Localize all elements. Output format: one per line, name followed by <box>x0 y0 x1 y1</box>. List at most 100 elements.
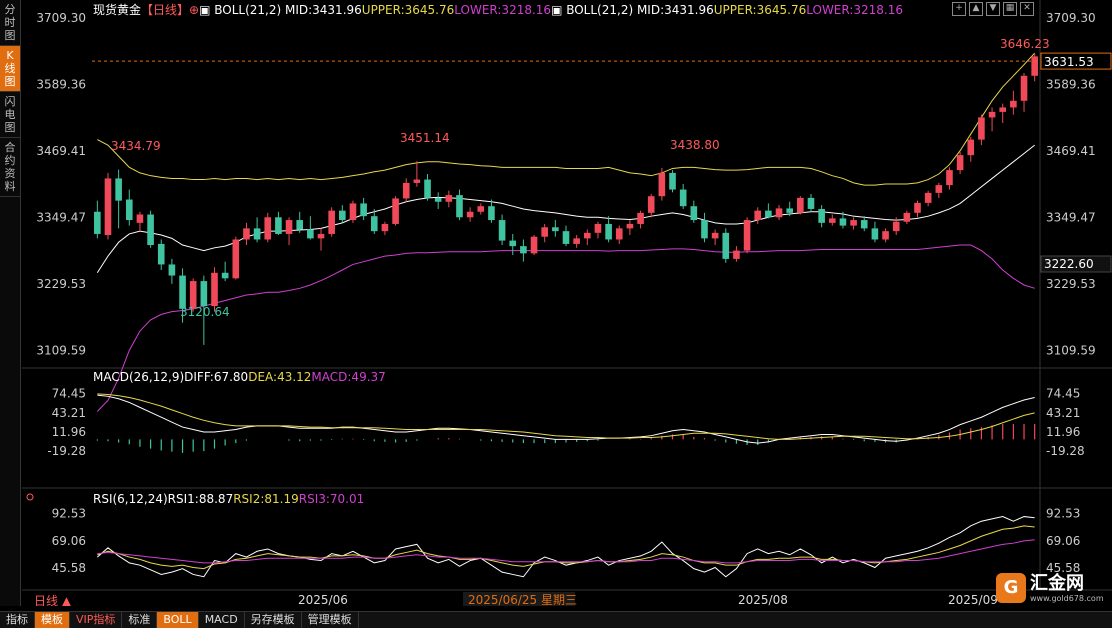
logo-title: 汇金网 <box>1030 572 1084 594</box>
candle <box>360 197 367 221</box>
candle-body <box>317 233 325 239</box>
main-header-part-5: LOWER:3218.16 <box>454 3 551 17</box>
annotation-low: 3120.64 <box>180 305 230 319</box>
crosshair-icon[interactable]: + <box>952 2 966 16</box>
candle <box>711 229 719 246</box>
candle-body <box>711 232 719 239</box>
candle <box>882 228 889 243</box>
candle <box>413 161 421 187</box>
logo: G 汇金网 www.gold678.com <box>996 570 1108 606</box>
price-tick-left-4: 3229.53 <box>36 277 86 291</box>
bottom-tab-0[interactable]: 指标 <box>0 612 35 628</box>
candle-body <box>743 220 751 251</box>
cursor-date-box <box>463 592 575 606</box>
annotation-high-last: 3646.23 <box>1000 37 1050 51</box>
candle-body <box>211 272 218 307</box>
candle-body <box>647 196 655 213</box>
bottom-tab-2[interactable]: VIP指标 <box>70 612 123 628</box>
candle-body <box>147 214 154 246</box>
rsi-tick-left-2: 45.58 <box>52 561 86 575</box>
main-header-part-8: LOWER:3218.16 <box>806 3 903 17</box>
candle <box>189 278 197 312</box>
candle-body <box>754 210 762 221</box>
candle-body <box>498 220 506 241</box>
candle <box>594 221 602 239</box>
macd-header-part-1: DIFF:67.80 <box>184 370 248 384</box>
candle <box>381 221 389 236</box>
rsi-tick-left-0: 92.53 <box>52 507 86 521</box>
rsi-header-part-2: RSI2:81.19 <box>233 492 299 506</box>
candle <box>754 207 762 224</box>
bottom-tab-3[interactable]: 标准 <box>122 612 158 628</box>
candle <box>807 193 815 212</box>
candle <box>339 205 346 223</box>
candle <box>914 200 921 218</box>
candle-body <box>679 189 687 207</box>
price-tick-right-0: 3709.30 <box>1046 11 1096 25</box>
candle-body <box>434 197 442 202</box>
candle-body <box>136 214 144 223</box>
main-header-part-7: UPPER:3645.76 <box>714 3 806 17</box>
close-icon[interactable]: ✕ <box>1020 2 1034 16</box>
rsi-tick-right-2: 45.58 <box>1046 561 1080 575</box>
candle-body <box>626 223 634 229</box>
candle <box>179 268 186 323</box>
left-tab-3[interactable]: 合约资料 <box>0 138 20 197</box>
bottom-tab-5[interactable]: MACD <box>199 612 245 628</box>
candle-body <box>839 218 847 226</box>
candle <box>637 210 644 229</box>
price-tick-left-0: 3709.30 <box>36 11 86 25</box>
candle-body <box>392 198 399 224</box>
bottom-tab-6[interactable]: 另存模板 <box>245 612 302 628</box>
candle <box>104 172 112 240</box>
macd-header-part-3: MACD:49.37 <box>311 370 385 384</box>
main-header-part-2: ⊕ <box>189 3 199 17</box>
candle <box>722 228 730 263</box>
candle <box>903 210 911 224</box>
candle <box>615 225 623 244</box>
zoom-out-icon[interactable]: ▼ <box>986 2 1000 16</box>
candle-body <box>445 195 453 202</box>
bottom-tab-1[interactable]: 模板 <box>35 612 70 628</box>
macd-tick-left-1: 43.21 <box>52 406 86 420</box>
candle <box>285 217 293 246</box>
candle <box>200 275 208 345</box>
candle <box>669 170 676 193</box>
candle <box>253 217 261 243</box>
candle-body <box>605 223 612 240</box>
candle <box>296 211 304 233</box>
candle <box>317 228 325 251</box>
candle <box>488 199 495 223</box>
chart-canvas[interactable]: 3709.30 3709.30 3589.36 3589.36 3469.41 3469.… <box>0 0 1112 606</box>
main-header-part-0: 现货黄金 <box>93 2 141 17</box>
rsi-header-part-0: RSI(6,12,24) <box>93 492 168 506</box>
left-tab-0[interactable]: 分时图 <box>0 0 20 46</box>
candle <box>1020 73 1028 112</box>
macd-tick-right-2: 11.96 <box>1046 425 1080 439</box>
main-header-part-1: 【日线】 <box>141 3 189 17</box>
candle <box>573 235 580 248</box>
candle <box>221 261 229 282</box>
boll-upper-line <box>97 52 1036 186</box>
candle <box>328 207 335 237</box>
grid-icon[interactable]: ▦ <box>1003 2 1017 16</box>
candle <box>988 107 996 132</box>
bottom-tab-7[interactable]: 管理模板 <box>302 612 359 628</box>
zoom-in-icon[interactable]: ▲ <box>969 2 983 16</box>
price-tick-right-5: 3109.59 <box>1046 344 1096 358</box>
candle <box>541 223 548 243</box>
candle-body <box>956 155 964 171</box>
candle-body <box>733 250 740 259</box>
candle <box>392 196 399 226</box>
rsi3-line <box>97 539 1035 564</box>
candle-body <box>882 231 889 240</box>
left-tab-2[interactable]: 闪电图 <box>0 92 20 138</box>
rsi2-line <box>97 525 1035 570</box>
current-price-label: 3631.53 <box>1044 55 1094 69</box>
bottom-tab-4[interactable]: BOLL <box>157 612 199 628</box>
annotation-a1: 3434.79 <box>111 139 161 153</box>
candle <box>147 210 154 248</box>
rsi-header-part-3: RSI3:70.01 <box>299 492 365 506</box>
